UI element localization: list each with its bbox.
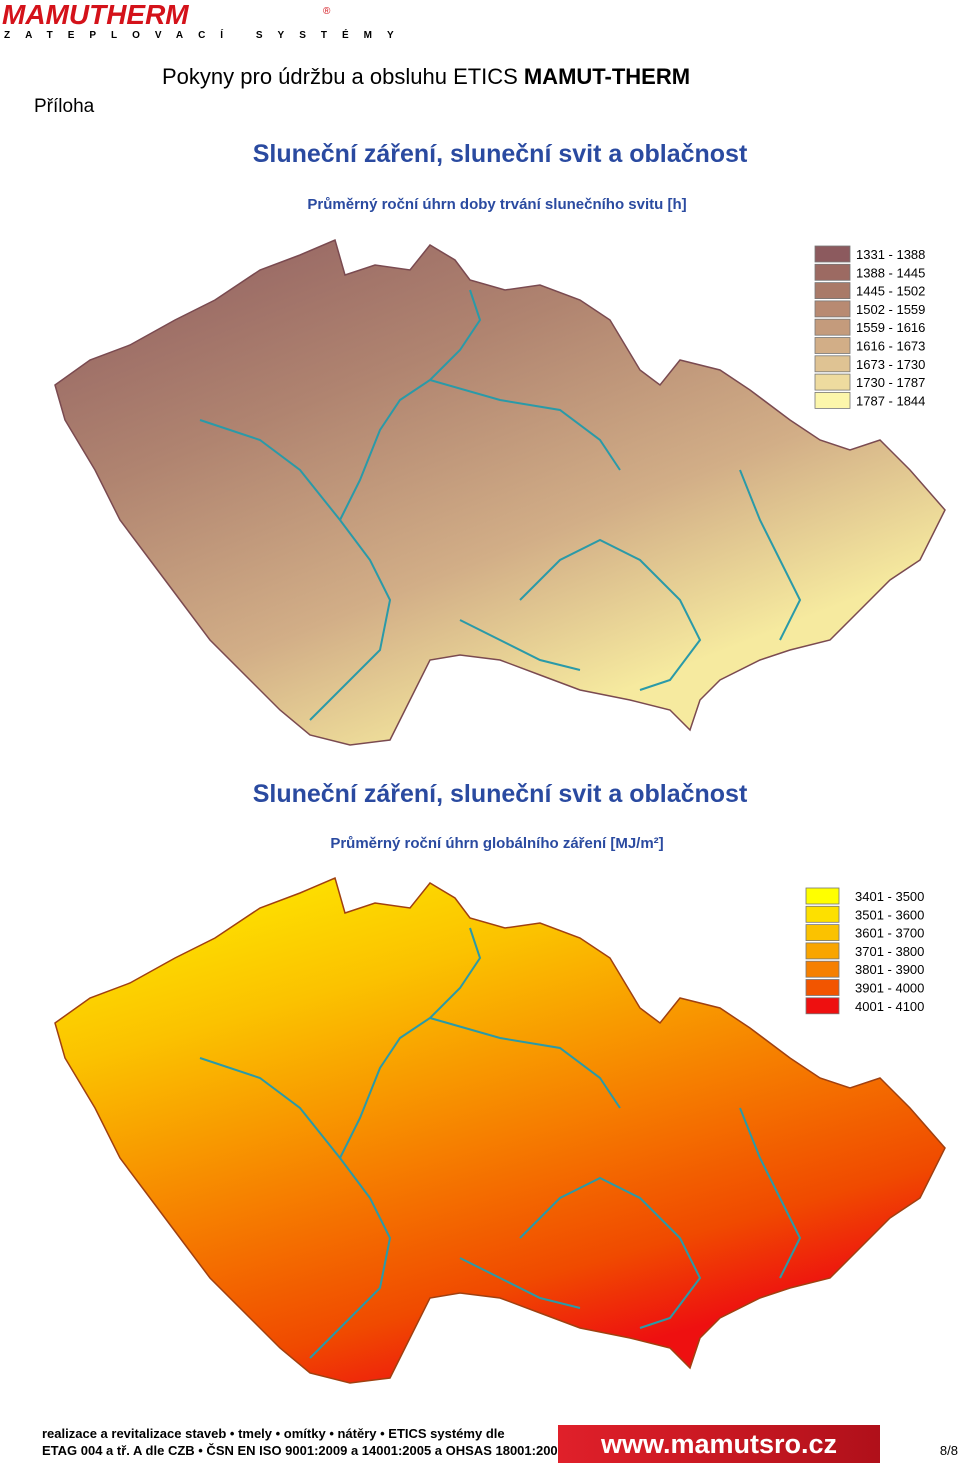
map-1: Sluneční záření, sluneční svit a oblačno…	[54, 140, 946, 746]
legend-label: 3401 - 3500	[855, 889, 924, 904]
legend-label: 1787 - 1844	[856, 393, 925, 408]
legend-swatch	[805, 979, 840, 996]
legend-label: 3701 - 3800	[855, 944, 924, 959]
footer-line: ETAG 004 a tř. A dle CZB • ČSN EN ISO 90…	[42, 1443, 565, 1458]
page-number: 8/8	[940, 1443, 958, 1458]
legend-swatch	[805, 887, 840, 905]
legend-swatch	[805, 942, 840, 960]
legend-swatch	[805, 997, 840, 1015]
legend-swatch	[814, 355, 851, 373]
map-title: Sluneční záření, sluneční svit a oblačno…	[253, 140, 748, 168]
legend-label: 1730 - 1787	[856, 375, 925, 390]
web-banner	[558, 1425, 880, 1463]
map-subtitle: Průměrný roční úhrn doby trvání sluneční…	[307, 196, 686, 213]
map-title: Sluneční záření, sluneční svit a oblačno…	[253, 780, 748, 808]
map-shape	[54, 239, 946, 746]
legend-swatch	[814, 300, 851, 318]
header: MAMUTHERM ® ZATEPLOVACÍ SYSTÉMY Pokyny p…	[2, 0, 690, 117]
legend-label: 1502 - 1559	[856, 302, 925, 317]
legend-label: 1388 - 1445	[856, 265, 925, 280]
legend-swatch	[805, 960, 840, 978]
legend-label: 3901 - 4000	[855, 981, 924, 996]
logo-tagline: ZATEPLOVACÍ SYSTÉMY	[4, 28, 409, 41]
header-title: Pokyny pro údržbu a obsluhu ETICS MAMUT-T…	[162, 64, 690, 89]
logo-mark: ®	[323, 6, 331, 17]
legend-label: 1673 - 1730	[856, 357, 925, 372]
title-text: Pokyny pro údržbu a obsluhu ETICS	[162, 64, 518, 89]
legend-swatch	[814, 337, 851, 354]
legend-swatch	[814, 245, 851, 263]
legend-swatch	[814, 391, 851, 409]
legend-label: 1445 - 1502	[856, 284, 925, 299]
legend-swatch	[805, 924, 840, 941]
title-brand: MAMUT-THERM	[524, 64, 690, 89]
legend-swatch	[805, 905, 840, 923]
logo: MAMUTHERM	[2, 0, 189, 30]
legend-label: 1559 - 1616	[856, 320, 925, 335]
legend: 3401 - 3500 3501 - 3600 3601 - 3700 3701 - …	[805, 887, 924, 1015]
web-address: www.mamutsro.cz	[600, 1429, 837, 1459]
legend-label: 3501 - 3600	[855, 907, 924, 922]
section-label: Příloha	[34, 96, 95, 117]
legend-swatch	[814, 318, 851, 336]
legend-swatch	[814, 263, 851, 281]
footer: realizace a revitalizace staveb • tmely …	[42, 1425, 958, 1463]
legend-label: 1331 - 1388	[856, 247, 925, 262]
legend: 1331 - 1388 1388 - 1445 1445 - 1502 1502 - …	[814, 245, 925, 409]
footer-line: realizace a revitalizace staveb • tmely …	[42, 1426, 505, 1441]
map-2: Sluneční záření, sluneční svit a oblačno…	[54, 780, 946, 1384]
legend-label: 3601 - 3700	[855, 926, 924, 941]
legend-swatch	[814, 373, 851, 391]
legend-label: 3801 - 3900	[855, 962, 924, 977]
legend-swatch	[814, 282, 851, 300]
legend-label: 4001 - 4100	[855, 999, 924, 1014]
legend-label: 1616 - 1673	[856, 339, 925, 354]
map-subtitle: Průměrný roční úhrn globálního záření [M…	[330, 835, 663, 852]
